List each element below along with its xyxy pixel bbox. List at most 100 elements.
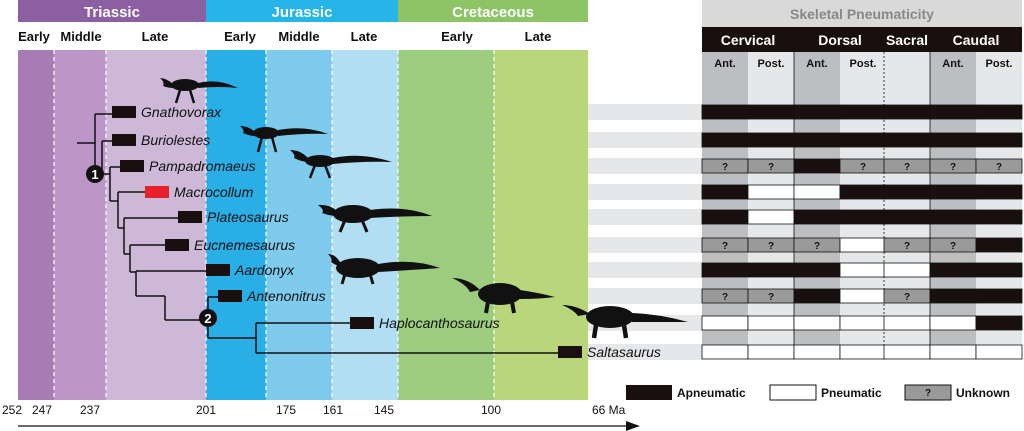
row-stripe: [588, 104, 702, 120]
taxon-label: Antenonitrus: [246, 288, 326, 304]
column-shade: [884, 52, 930, 352]
pneumaticity-cell: [839, 262, 887, 278]
pneumaticity-cell: [839, 209, 887, 225]
taxa-group: Gnathovorax Buriolestes Pampadromaeus Macro…: [112, 104, 661, 360]
pneumaticity-cell: [701, 344, 749, 360]
taxon-label: Pampadromaeus: [149, 158, 256, 174]
legend-label-unknown: Unknown: [956, 386, 1010, 400]
pneumaticity-cell: [929, 344, 977, 360]
pneumaticity-cell: [839, 344, 887, 360]
unknown-mark: ?: [860, 162, 866, 173]
pneumaticity-cell: [975, 315, 1023, 331]
node-marker-2: [199, 309, 217, 327]
column-shade: [794, 52, 840, 352]
pneumaticity-cell: [793, 209, 841, 225]
pneumaticity-cell: [929, 184, 977, 200]
period-label-jurassic: Jurassic: [272, 4, 333, 21]
pneumaticity-cell: [975, 262, 1023, 278]
group-label-dorsal: Dorsal: [818, 32, 862, 48]
plateosaurus-silhouette-icon: [318, 204, 432, 233]
pneumaticity-table-header: Skeletal Pneumaticity Cervical Dorsal Sa…: [702, 0, 1022, 52]
column-shade: [748, 52, 794, 352]
column-label: Post.: [850, 58, 877, 70]
row-stripe: [588, 132, 702, 148]
silhouettes: [160, 78, 688, 339]
legend-label-apneumatic: Apneumatic: [677, 386, 746, 400]
pneumaticity-cell: [883, 132, 931, 148]
taxon-range-bar: [206, 264, 230, 276]
time-tick-label: 145: [374, 403, 394, 417]
unknown-mark: ?: [904, 241, 910, 252]
pneumaticity-cell: [929, 262, 977, 278]
taxon-label: Macrocollum: [174, 184, 254, 200]
pneumaticity-cell: [701, 315, 749, 331]
sauropod-silhouette-icon: [452, 278, 555, 314]
time-tick-label: 237: [80, 403, 100, 417]
pneumaticity-cell: [793, 315, 841, 331]
theropod-silhouette-icon: [160, 78, 238, 104]
period-label-triassic: Triassic: [84, 4, 140, 21]
legend-unknown-mark: ?: [925, 388, 931, 399]
node-label-2: 2: [204, 311, 211, 326]
group-label-sacral: Sacral: [886, 32, 928, 48]
row-stripe: [588, 158, 702, 174]
epoch-label: Early: [18, 29, 51, 44]
epoch-label: Early: [224, 29, 257, 44]
taxon-label: Saltasaurus: [587, 344, 661, 360]
taxon-label: Buriolestes: [141, 132, 210, 148]
epoch-column: [398, 50, 494, 400]
unknown-mark: ?: [722, 241, 728, 252]
epoch-label: Late: [142, 29, 169, 44]
pneumaticity-table: Ant. Post. Ant. Post. Ant. Post.?????????????…: [701, 52, 1023, 360]
unknown-mark: ?: [768, 292, 774, 303]
epoch-column: [206, 50, 266, 400]
unknown-mark: ?: [904, 162, 910, 173]
group-header-band: [702, 27, 1022, 52]
period-band-cretaceous: [398, 0, 588, 22]
pneumaticity-cell: [929, 132, 977, 148]
aardonyx-silhouette-icon: [328, 254, 440, 285]
column-label: Post.: [758, 58, 785, 70]
period-label-cretaceous: Cretaceous: [452, 4, 534, 21]
legend: Apneumatic Pneumatic ? Unknown: [626, 384, 1010, 401]
pneumaticity-cell: [747, 209, 795, 225]
column-label: Ant.: [714, 58, 735, 70]
pneumaticity-cell: [793, 262, 841, 278]
pneumaticity-cell: [793, 104, 841, 120]
pneumaticity-cell: [929, 209, 977, 225]
period-band-jurassic: [206, 0, 398, 22]
column-label: Ant.: [806, 58, 827, 70]
epoch-column: [106, 50, 206, 400]
unknown-mark: ?: [996, 162, 1002, 173]
time-tick-label: 247: [32, 403, 52, 417]
pneumaticity-cell: [793, 132, 841, 148]
epoch-label: Late: [525, 29, 552, 44]
pneumaticity-cell: [839, 132, 887, 148]
taxon-label: Haplocanthosaurus: [379, 315, 500, 331]
epoch-label: Middle: [60, 29, 101, 44]
unknown-mark: ?: [950, 241, 956, 252]
row-stripe: [588, 288, 702, 304]
unknown-mark: ?: [768, 241, 774, 252]
pneumaticity-cell: [883, 209, 931, 225]
pneumaticity-cell: [975, 237, 1023, 253]
legend-swatch-unknown: [904, 384, 952, 401]
column-shade: [840, 52, 886, 352]
taxon-range-bar: [178, 211, 202, 223]
pneumaticity-cell: [701, 104, 749, 120]
legend-swatch-apneumatic: [626, 385, 672, 400]
pneumaticity-cell: [839, 237, 887, 253]
pneumaticity-cell: [747, 132, 795, 148]
pneumaticity-cell: [929, 288, 977, 304]
pneumaticity-cell: [975, 344, 1023, 360]
pneumaticity-cell: [975, 209, 1023, 225]
epoch-columns: [18, 50, 588, 400]
pneumaticity-cell: [747, 262, 795, 278]
table-title: Skeletal Pneumaticity: [790, 6, 934, 22]
taxon-range-bar: [218, 290, 242, 302]
pneumaticity-cell: [883, 262, 931, 278]
pneumaticity-cell: [883, 344, 931, 360]
pampadromaeus-silhouette-icon: [290, 150, 392, 179]
unknown-mark: ?: [722, 292, 728, 303]
